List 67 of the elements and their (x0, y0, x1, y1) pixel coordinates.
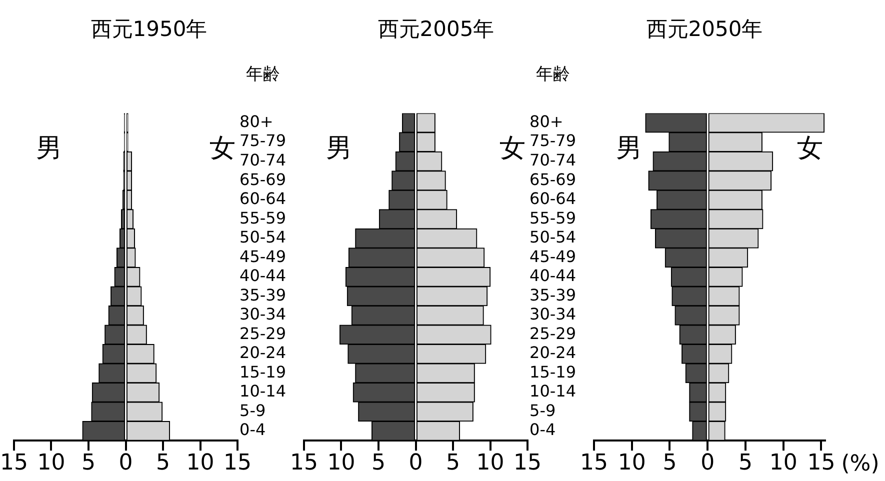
y-tick-label: 10-14 (530, 382, 576, 401)
x-tick-label: 0 (408, 450, 423, 476)
x-tick-label: 10 (327, 450, 356, 476)
chart-title: 西元1950年 (90, 17, 208, 42)
y-tick-label: 75-79 (530, 131, 576, 150)
y-tick-label: 70-74 (240, 150, 286, 170)
annotation: 女 (210, 134, 236, 164)
x-tick-label: 5 (738, 450, 752, 476)
x-tick-label: 5 (156, 450, 170, 476)
y-tick-label: 55-59 (240, 208, 286, 228)
x-tick-label: 15 (807, 450, 836, 476)
y-tick-label: 60-64 (240, 189, 286, 208)
y-tick-label: 60-64 (530, 189, 576, 208)
y-tick-label: 30-34 (530, 304, 576, 324)
y-tick-label: 65-69 (530, 170, 576, 189)
y-tick-label: 70-74 (530, 150, 576, 170)
x-tick-label: 15 (290, 450, 318, 476)
y-tick-label: 10-14 (240, 382, 286, 401)
y-tick-label: 5-9 (240, 400, 266, 420)
y-tick-label: 35-39 (240, 285, 286, 304)
y-tick-label: 50-54 (240, 228, 286, 247)
x-tick-label: 5 (372, 450, 386, 476)
y-tick-label: 0-4 (240, 420, 266, 440)
x-tick-label: 15 (0, 450, 28, 476)
y-tick-label: 40-44 (240, 266, 286, 286)
y-tick-label: 75-79 (240, 131, 286, 150)
y-tick-label: 80+ (240, 112, 274, 131)
y-tick-label: 65-69 (240, 170, 286, 189)
x-tick-label: 0 (118, 450, 133, 476)
y-tick-label: 35-39 (530, 285, 576, 304)
x-tick-label: 15 (224, 450, 252, 476)
x-tick-label: 10 (186, 450, 214, 476)
y-tick-label: 5-9 (530, 400, 556, 420)
y-tick-label: 30-34 (240, 304, 286, 324)
y-tick-label: 20-24 (530, 343, 576, 362)
x-tick-label: 10 (37, 450, 66, 476)
y-tick-label: 80+ (530, 112, 564, 131)
y-tick-label: 15-19 (240, 362, 286, 382)
chart-title: 西元2050年 (646, 17, 763, 42)
x-tick-label: 0 (700, 450, 715, 476)
x-tick-label: 5 (446, 450, 460, 476)
y-axis-title: 年齢 (246, 64, 280, 85)
y-tick-label: 45-49 (530, 246, 576, 266)
x-tick-label: 5 (82, 450, 96, 476)
y-tick-label: 45-49 (240, 246, 286, 266)
x-tick-label: 5 (662, 450, 677, 476)
y-tick-label: 55-59 (530, 208, 576, 228)
x-tick-label: 10 (618, 450, 646, 476)
x-axis-title: (%) (841, 451, 880, 476)
annotation: 男 (326, 134, 352, 164)
x-tick-label: 15 (514, 450, 542, 476)
y-tick-label: 25-29 (530, 324, 576, 343)
annotation: 女 (797, 134, 823, 164)
x-tick-label: 10 (476, 450, 504, 476)
y-tick-label: 25-29 (240, 324, 286, 343)
y-axis-title: 年齢 (536, 64, 570, 85)
y-tick-label: 15-19 (530, 362, 576, 382)
x-tick-label: 10 (769, 450, 798, 476)
x-tick-label: 15 (580, 450, 608, 476)
y-tick-label: 40-44 (530, 266, 576, 286)
y-tick-label: 50-54 (530, 228, 576, 247)
annotation: 男 (36, 134, 62, 164)
chart-title: 西元2005年 (378, 17, 494, 42)
annotation: 男 (616, 134, 642, 164)
y-tick-label: 20-24 (240, 343, 286, 362)
y-tick-label: 0-4 (530, 420, 556, 440)
annotation: 女 (500, 134, 526, 164)
